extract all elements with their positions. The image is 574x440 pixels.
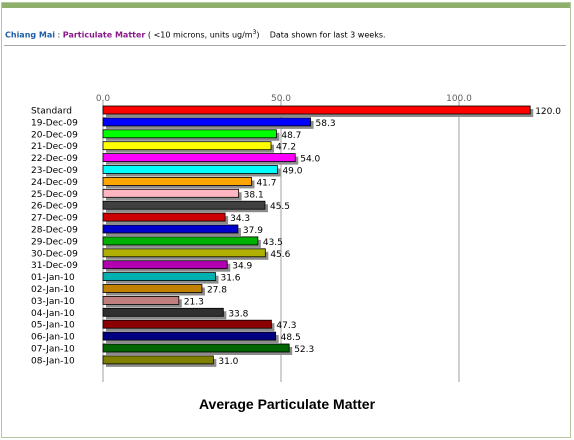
value-label: 43.5: [263, 238, 283, 248]
category-label: 05-Jan-10: [31, 321, 75, 331]
category-label: 30-Dec-09: [31, 249, 78, 259]
bar: [102, 236, 259, 246]
value-label: 48.5: [281, 333, 301, 343]
data-range-note: Data shown for last 3 weeks.: [269, 30, 386, 40]
value-label: 45.6: [270, 250, 290, 260]
category-label: 03-Jan-10: [31, 297, 75, 307]
category-label: 21-Dec-09: [31, 142, 78, 152]
bar: [102, 212, 226, 222]
units-text: ( <10 microns, units ug/m: [145, 30, 253, 40]
value-label: 45.5: [270, 202, 290, 212]
value-label: 58.3: [316, 119, 336, 129]
header-separator: :: [55, 30, 63, 40]
category-label: 07-Jan-10: [31, 345, 75, 355]
bar: [102, 343, 290, 353]
category-label: 06-Jan-10: [31, 333, 75, 343]
category-label: 27-Dec-09: [31, 214, 78, 224]
x-tick-label: 50.0: [271, 94, 291, 104]
bar: [102, 284, 203, 293]
bar: [102, 200, 266, 210]
category-label: Standard: [31, 107, 72, 117]
value-label: 49.0: [282, 167, 302, 177]
category-label: 04-Jan-10: [31, 309, 75, 319]
bar: [102, 331, 277, 341]
bar: [102, 260, 228, 270]
x-tick-label: 100.0: [446, 94, 472, 104]
top-band: [2, 3, 570, 8]
bar: [102, 224, 239, 234]
value-label: 37.9: [243, 226, 263, 236]
value-label: 21.3: [184, 297, 204, 307]
header-divider: [4, 45, 566, 46]
bar: [102, 248, 266, 258]
value-label: 31.6: [220, 274, 240, 284]
category-label: 19-Dec-09: [31, 118, 78, 128]
value-label: 33.8: [228, 309, 248, 319]
category-label: 22-Dec-09: [31, 154, 78, 164]
bar: [102, 105, 531, 115]
bar: [102, 272, 216, 282]
category-label: 24-Dec-09: [31, 178, 78, 188]
city-name: Chiang Mai: [5, 30, 56, 40]
category-label: 25-Dec-09: [31, 190, 78, 200]
value-label: 52.3: [294, 345, 314, 355]
chart-header: Chiang Mai : Particulate Matter ( <10 mi…: [5, 29, 386, 40]
bar-chart: 0.0 50.0 100.0 Standard 120.0 19-Dec-09 58.3 20…: [31, 94, 561, 382]
category-label: 29-Dec-09: [31, 237, 78, 247]
bar: [102, 141, 272, 151]
category-label: 31-Dec-09: [31, 261, 78, 271]
x-tick-label: 0.0: [96, 94, 111, 104]
value-label: 34.3: [230, 214, 250, 224]
category-label: 28-Dec-09: [31, 226, 78, 236]
pollutant-name: Particulate Matter: [62, 30, 146, 40]
category-label: 23-Dec-09: [31, 166, 78, 176]
bar: [102, 307, 224, 317]
bar: [102, 129, 277, 139]
value-label: 38.1: [244, 190, 264, 200]
bar: [102, 319, 272, 329]
bar: [102, 355, 214, 365]
value-label: 41.7: [256, 178, 276, 188]
value-label: 31.0: [218, 357, 238, 367]
bar: [102, 117, 311, 127]
value-label: 48.7: [281, 131, 301, 141]
bar: [102, 295, 180, 305]
category-label: 20-Dec-09: [31, 130, 78, 140]
units-superscript: 3: [252, 29, 257, 36]
units-close: ): [256, 30, 260, 40]
value-label: 34.9: [232, 262, 252, 272]
bar: [102, 176, 252, 186]
category-label: 02-Jan-10: [31, 285, 75, 295]
value-label: 47.3: [276, 321, 296, 331]
value-label: 47.2: [276, 143, 296, 153]
category-label: 08-Jan-10: [31, 356, 75, 366]
bar: [102, 165, 278, 174]
value-label: 120.0: [535, 107, 561, 117]
value-label: 27.8: [207, 286, 227, 296]
value-label: 54.0: [300, 155, 320, 165]
chart-title: Average Particulate Matter: [198, 396, 376, 412]
bar: [102, 153, 296, 163]
category-label: 26-Dec-09: [31, 202, 78, 212]
bar: [102, 188, 240, 198]
category-label: 01-Jan-10: [31, 273, 75, 283]
